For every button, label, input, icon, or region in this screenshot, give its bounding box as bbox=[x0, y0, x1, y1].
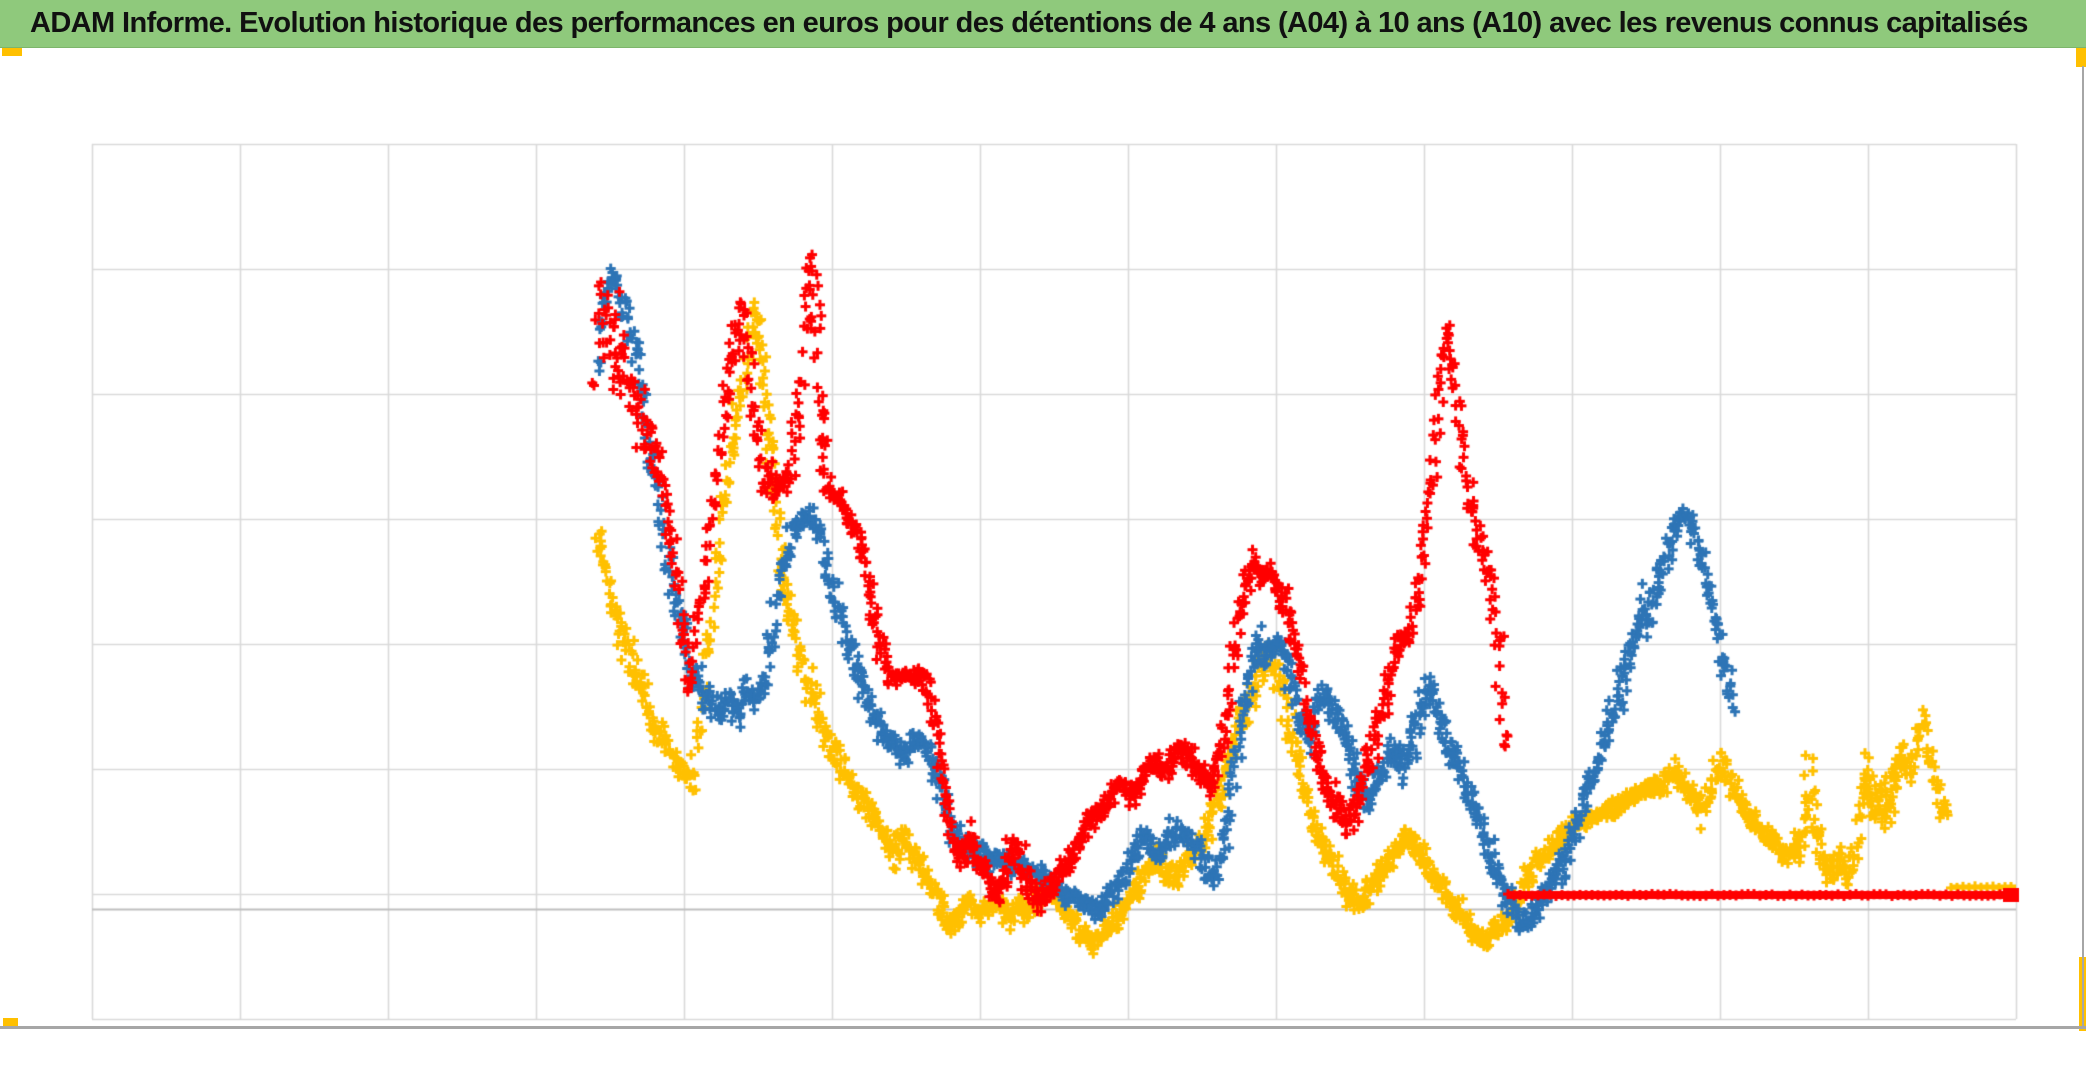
report-title: ADAM Informe. Evolution historique des p… bbox=[30, 7, 2028, 39]
page-break-marker-top-right bbox=[2076, 48, 2086, 67]
window-right-border bbox=[2082, 66, 2084, 1026]
page-break-marker-bottom-left bbox=[3, 1018, 18, 1028]
page-break-marker-top-left bbox=[2, 48, 22, 56]
performance-history-scatter-chart[interactable] bbox=[0, 48, 2086, 1079]
report-title-bar: ADAM Informe. Evolution historique des p… bbox=[0, 0, 2086, 48]
window-bottom-border bbox=[0, 1026, 2086, 1029]
chart-area bbox=[0, 48, 2086, 1079]
